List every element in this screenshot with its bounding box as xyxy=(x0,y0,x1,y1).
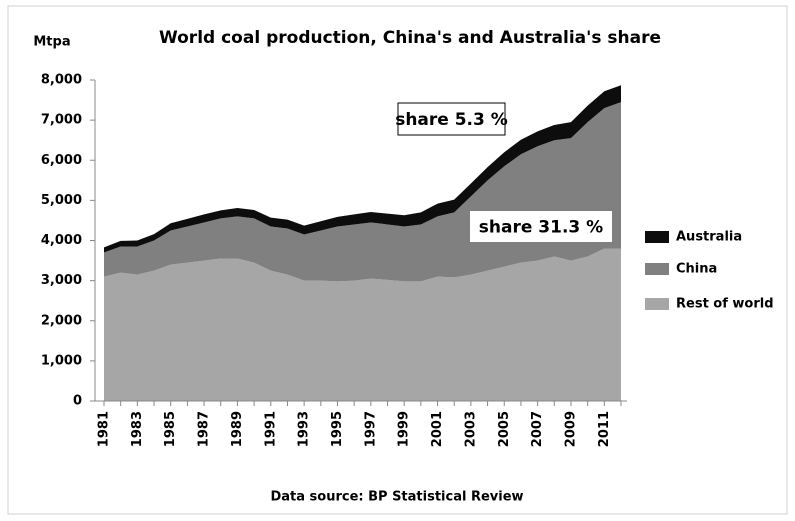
x-tick-label: 2003 xyxy=(463,411,478,447)
source-note: Data source: BP Statistical Review xyxy=(270,490,523,505)
x-tick-label: 1983 xyxy=(130,411,145,447)
y-tick-label: 8,000 xyxy=(41,73,82,88)
y-tick-label: 2,000 xyxy=(41,313,82,328)
y-tick-label: 1,000 xyxy=(41,353,82,368)
annotation-box xyxy=(397,102,506,136)
x-tick-label: 2009 xyxy=(563,411,578,447)
annotation: share 5.3 % xyxy=(395,110,508,130)
annotation: share 31.3 % xyxy=(479,218,603,238)
area-0 xyxy=(104,248,621,401)
x-tick-label: 1989 xyxy=(230,411,245,447)
legend-swatch xyxy=(645,298,669,310)
area-2 xyxy=(104,85,621,253)
y-tick-label: 6,000 xyxy=(41,153,82,168)
y-tick-label: 3,000 xyxy=(41,273,82,288)
y-axis-label: Mtpa xyxy=(33,35,70,50)
x-tick-label: 1997 xyxy=(363,411,378,447)
legend-label: Rest of world xyxy=(676,297,774,312)
x-tick-label: 1985 xyxy=(163,411,178,447)
y-tick-label: 7,000 xyxy=(41,113,82,128)
x-tick-label: 1995 xyxy=(330,411,345,447)
x-tick-label: 1993 xyxy=(297,411,312,447)
x-tick-label: 1999 xyxy=(397,411,412,447)
x-tick-label: 1991 xyxy=(263,411,278,447)
x-tick-label: 2001 xyxy=(430,411,445,447)
legend-swatch xyxy=(645,263,669,275)
x-tick-label: 1987 xyxy=(197,411,212,447)
legend-label: China xyxy=(676,262,717,277)
y-tick-label: 4,000 xyxy=(41,233,82,248)
y-tick-label: 0 xyxy=(73,394,82,409)
legend-swatch xyxy=(645,231,669,243)
legend-label: Australia xyxy=(676,230,742,245)
y-tick-label: 5,000 xyxy=(41,193,82,208)
annotation-box xyxy=(470,211,612,242)
x-tick-label: 2011 xyxy=(597,411,612,447)
x-tick-label: 2005 xyxy=(497,411,512,447)
x-tick-label: 1981 xyxy=(97,411,112,447)
chart-title: World coal production, China's and Austr… xyxy=(159,28,661,48)
x-tick-label: 2007 xyxy=(530,411,545,447)
